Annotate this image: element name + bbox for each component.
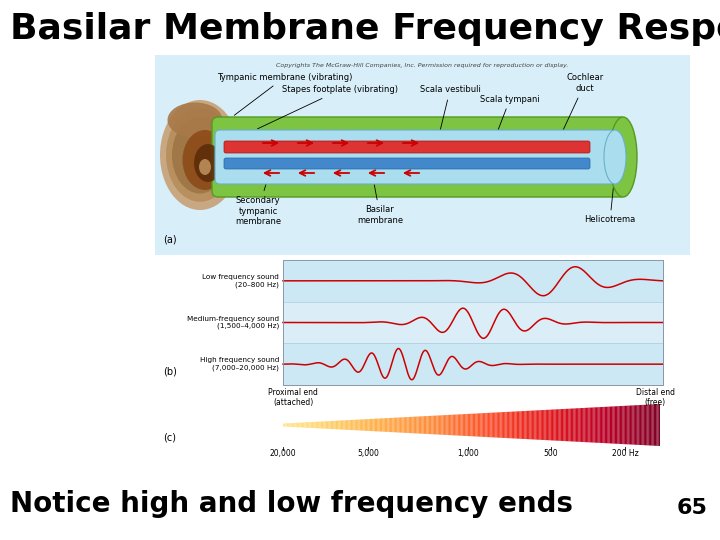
Text: 5,000: 5,000 — [357, 449, 379, 458]
Text: Basilar Membrane Frequency Response: Basilar Membrane Frequency Response — [10, 12, 720, 46]
Ellipse shape — [160, 100, 240, 210]
Ellipse shape — [609, 117, 637, 197]
Text: 500: 500 — [544, 449, 558, 458]
Text: Scala tympani: Scala tympani — [480, 94, 540, 149]
Text: 20,000: 20,000 — [270, 449, 297, 458]
Text: Stapes footplate (vibrating): Stapes footplate (vibrating) — [258, 85, 398, 129]
Text: (a): (a) — [163, 235, 176, 245]
Bar — [283, 260, 663, 385]
Text: Low frequency sound
(20–800 Hz): Low frequency sound (20–800 Hz) — [202, 274, 279, 288]
Text: Distal end
(free): Distal end (free) — [636, 388, 675, 407]
Text: (c): (c) — [163, 433, 176, 443]
Text: (b): (b) — [163, 367, 177, 377]
Ellipse shape — [194, 144, 222, 182]
Ellipse shape — [182, 130, 228, 190]
Ellipse shape — [166, 108, 234, 202]
Text: Cochlear
duct: Cochlear duct — [546, 73, 603, 166]
Text: Secondary
tympanic
membrane: Secondary tympanic membrane — [235, 140, 281, 226]
Text: Medium-frequency sound
(1,500–4,000 Hz): Medium-frequency sound (1,500–4,000 Hz) — [187, 316, 279, 329]
Bar — [283, 302, 663, 343]
Ellipse shape — [172, 117, 228, 193]
Text: Scala vestibuli: Scala vestibuli — [420, 85, 480, 170]
Text: Basilar
membrane: Basilar membrane — [357, 165, 403, 225]
FancyBboxPatch shape — [212, 117, 626, 197]
Text: 1,000: 1,000 — [457, 449, 479, 458]
Text: Notice high and low frequency ends: Notice high and low frequency ends — [10, 490, 573, 518]
Text: 200 Hz: 200 Hz — [611, 449, 639, 458]
Bar — [155, 55, 690, 255]
Text: High frequency sound
(7,000–20,000 Hz): High frequency sound (7,000–20,000 Hz) — [199, 357, 279, 371]
Text: Copyrights The McGraw-Hill Companies, Inc. Permission required for reproduction : Copyrights The McGraw-Hill Companies, In… — [276, 63, 569, 68]
Ellipse shape — [168, 103, 222, 138]
Bar — [283, 343, 663, 385]
FancyBboxPatch shape — [224, 158, 590, 169]
Text: Helicotrema: Helicotrema — [585, 165, 636, 225]
Text: 65: 65 — [677, 498, 708, 518]
Bar — [283, 260, 663, 302]
Bar — [283, 260, 663, 385]
Text: Tympanic membrane (vibrating): Tympanic membrane (vibrating) — [217, 72, 353, 116]
FancyBboxPatch shape — [224, 141, 590, 153]
FancyBboxPatch shape — [215, 130, 615, 184]
Ellipse shape — [199, 159, 211, 175]
Ellipse shape — [604, 130, 626, 184]
Text: Proximal end
(attached): Proximal end (attached) — [268, 388, 318, 407]
